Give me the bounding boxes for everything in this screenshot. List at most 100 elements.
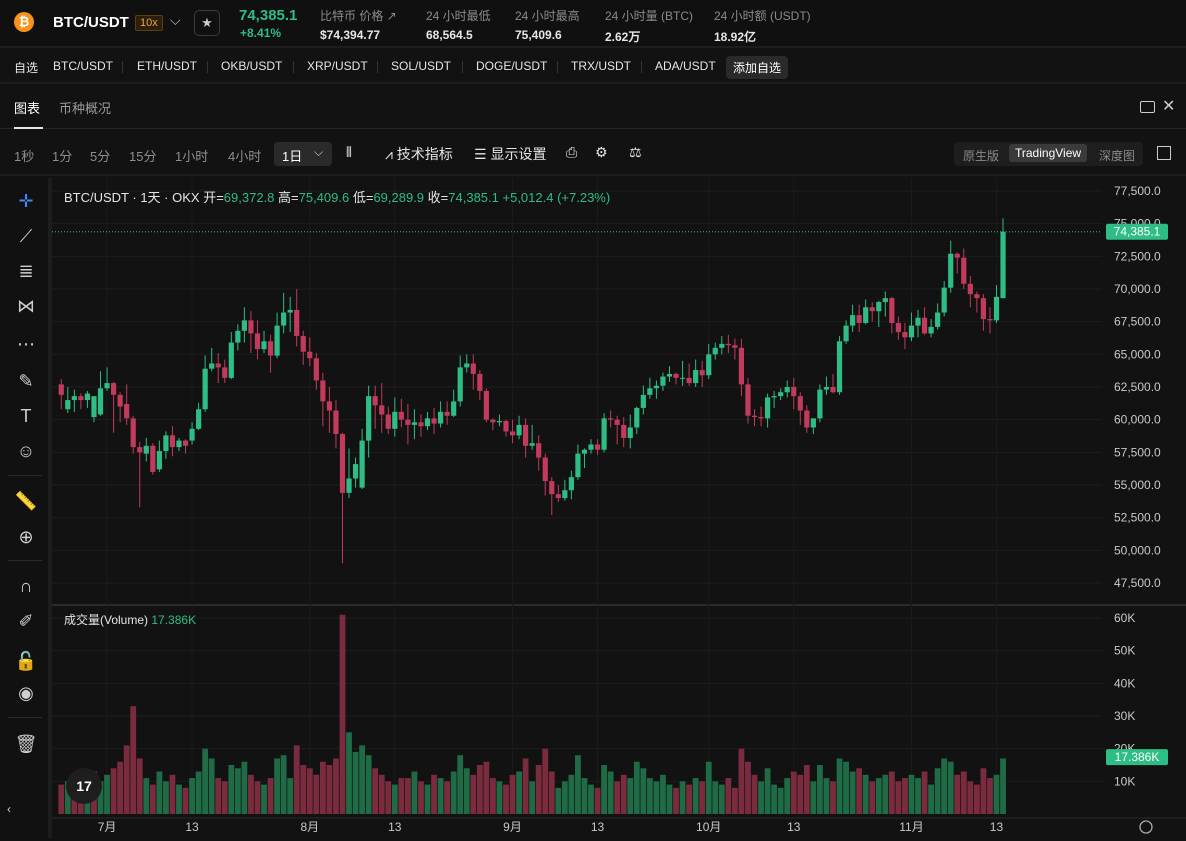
volume-bar <box>378 774 385 814</box>
candle-body <box>653 385 660 389</box>
candle-body <box>784 387 790 393</box>
volume-bar <box>457 755 464 814</box>
candle-body <box>385 414 391 429</box>
candle-body <box>562 490 568 499</box>
fav-pair[interactable]: ETH/USDT <box>137 59 197 73</box>
volume-bar <box>267 778 274 814</box>
view-depth[interactable]: 深度图 <box>1099 149 1136 163</box>
candle-body <box>706 354 712 376</box>
candle-body <box>673 373 679 378</box>
candle-type-icon[interactable]: ⫴ <box>346 144 352 160</box>
candle-body <box>614 419 620 425</box>
chevron-down-icon[interactable]: ⌵ <box>170 12 181 28</box>
candle-body <box>594 444 601 450</box>
candle-body <box>666 373 673 377</box>
timeframe-1d[interactable]: 1日 ⌵ <box>274 142 332 166</box>
volume-bar <box>614 781 621 814</box>
pair-name[interactable]: BTC/USDT <box>53 14 129 31</box>
chart-area[interactable]: 77,500.0 75,000.0 72,500.0 70,000.0 67,500.0… <box>52 178 1186 838</box>
trend-line-icon[interactable]: ⟋ <box>19 226 33 246</box>
magnet-icon[interactable]: ∩ <box>19 576 33 596</box>
candle-body <box>856 315 862 323</box>
collapse-toolbar-icon[interactable]: ‹ <box>7 802 11 816</box>
display-settings-button[interactable]: ☰ 显示设置 <box>474 144 546 164</box>
snapshot-icon[interactable]: ⎙ <box>566 144 578 160</box>
volume-bar <box>385 781 392 814</box>
separator <box>293 61 294 73</box>
fav-pair[interactable]: DOGE/USDT <box>476 59 548 73</box>
candle-body <box>477 373 483 391</box>
timeframe-1m[interactable]: 1分 <box>52 149 73 164</box>
compare-scale-icon[interactable]: ⚖ <box>629 144 642 160</box>
gear-icon[interactable]: ⚙ <box>595 144 608 160</box>
candle-body <box>496 420 503 423</box>
timeframe-15m[interactable]: 15分 <box>129 149 157 164</box>
candle-body <box>771 396 777 398</box>
timeframe-5m[interactable]: 5分 <box>90 149 111 164</box>
tab-coin-overview[interactable]: 币种概况 <box>59 101 112 116</box>
volume-bar <box>895 781 902 814</box>
trash-icon[interactable]: 🗑 <box>14 734 38 754</box>
fav-pair[interactable]: XRP/USDT <box>307 59 368 73</box>
candle-body <box>686 377 692 384</box>
crosshair-icon[interactable]: ✛ <box>18 191 34 211</box>
candle-body <box>516 424 522 436</box>
view-tradingview[interactable]: TradingView <box>1009 144 1088 162</box>
candle-body <box>647 388 653 395</box>
timeframe-4h[interactable]: 4小时 <box>228 149 262 164</box>
candle-body <box>91 396 97 418</box>
brush-icon[interactable]: ✎ <box>18 371 34 391</box>
ruler-icon[interactable]: 📏 <box>14 491 38 511</box>
volume-bar <box>195 771 202 814</box>
volume-bar <box>869 781 876 814</box>
volume-bar <box>97 781 104 814</box>
volume-bar <box>182 787 189 814</box>
candle-body <box>568 477 574 491</box>
indicators-button[interactable]: ⩘ 技术指标 <box>385 144 453 164</box>
zoom-icon[interactable]: ⊕ <box>18 527 34 547</box>
volume-bar <box>215 778 222 814</box>
candle-body <box>261 341 267 350</box>
volume-bar <box>725 778 732 814</box>
candle-body <box>588 444 594 450</box>
last-price-marker-label: 74,385.1 <box>1114 225 1161 239</box>
volume-bar <box>692 778 699 814</box>
favorite-star-button[interactable]: ★ <box>194 10 220 36</box>
candle-body <box>503 420 509 432</box>
emoji-icon[interactable]: ☺ <box>16 441 36 461</box>
candle-body <box>418 422 424 427</box>
view-native[interactable]: 原生版 <box>963 149 1000 163</box>
fav-pair[interactable]: SOL/USDT <box>391 59 452 73</box>
tradingview-logo[interactable]: 17 <box>66 768 102 804</box>
text-icon[interactable]: T <box>20 406 32 426</box>
volume-bar <box>391 784 398 814</box>
close-icon[interactable]: ✕ <box>1162 98 1176 115</box>
timeframe-1s[interactable]: 1秒 <box>14 149 35 164</box>
fullscreen-icon[interactable] <box>1157 146 1171 160</box>
tab-chart[interactable]: 图表 <box>14 101 41 116</box>
favorites-label[interactable]: 自选 <box>14 61 39 75</box>
timeframe-1h[interactable]: 1小时 <box>175 149 209 164</box>
window-mode-icon[interactable] <box>1140 101 1155 113</box>
volume-bar <box>738 748 745 814</box>
lock-icon[interactable]: 🔓 <box>14 651 38 671</box>
stat-index-price[interactable]: 比特币 价格 ↗ $74,394.77 <box>320 7 397 42</box>
candle-body <box>110 383 117 395</box>
volume-legend: 成交量(Volume) 17.386K <box>64 611 196 628</box>
price-tick-label: 57,500.0 <box>1114 445 1161 459</box>
fib-lines-icon[interactable]: ≣ <box>18 261 34 281</box>
fav-pair[interactable]: OKB/USDT <box>221 59 283 73</box>
eye-icon[interactable]: ◉ <box>18 683 34 703</box>
lock-drawing-icon[interactable]: ✐ <box>18 611 34 631</box>
volume-bar <box>686 784 693 814</box>
fav-pair[interactable]: ADA/USDT <box>655 59 716 73</box>
candlestick-chart[interactable]: 77,500.075,000.072,500.070,000.067,500.0… <box>52 178 1186 838</box>
add-favorite-button[interactable]: 添加自选 <box>726 56 789 79</box>
candle-body <box>621 424 627 438</box>
prediction-icon[interactable]: ⋯ <box>17 334 35 354</box>
fav-pair[interactable]: TRX/USDT <box>571 59 631 73</box>
price-tick-label: 67,500.0 <box>1114 315 1161 329</box>
fav-pair[interactable]: BTC/USDT <box>53 59 113 73</box>
pattern-icon[interactable]: ⋈ <box>17 296 35 316</box>
candle-body <box>287 309 293 313</box>
